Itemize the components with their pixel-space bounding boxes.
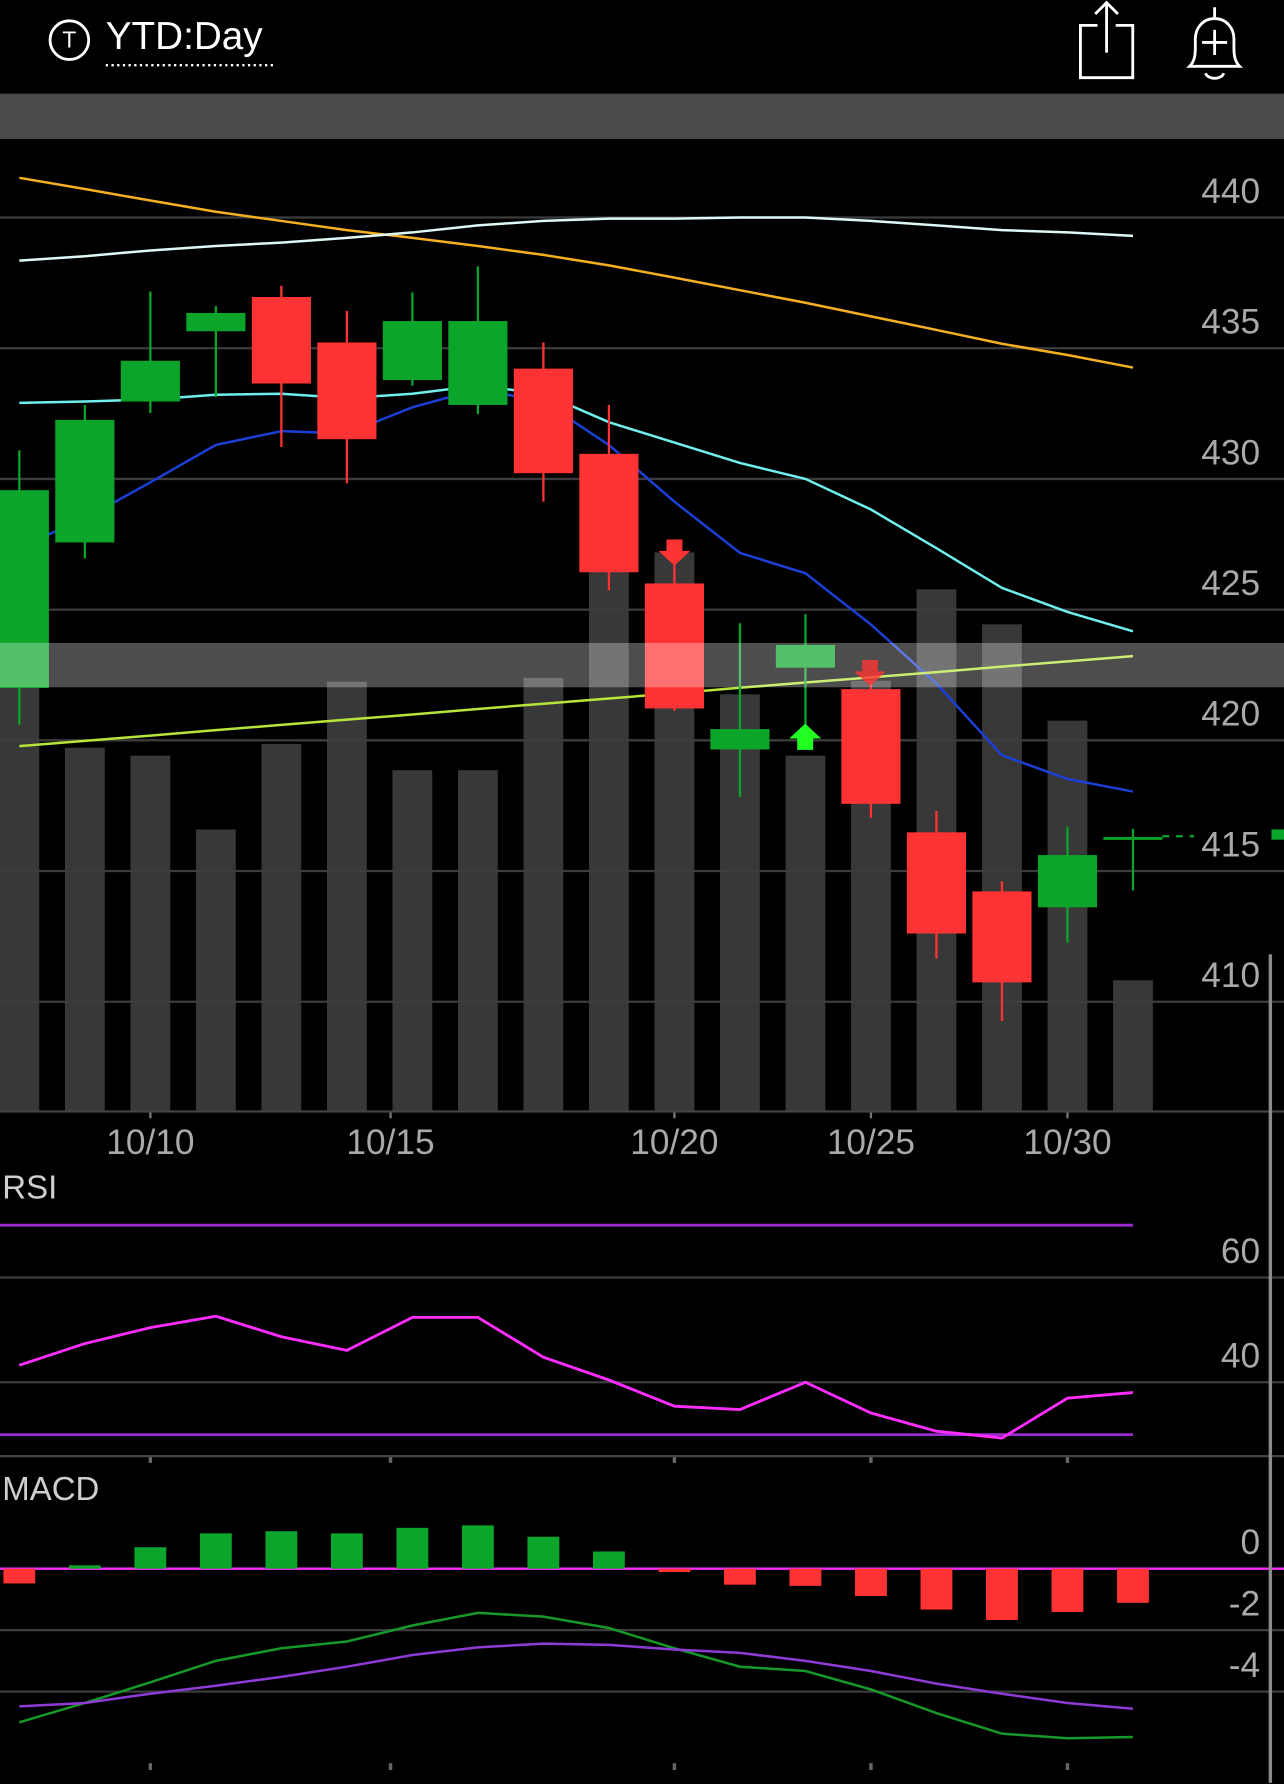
chart-layer: 410 415 420 425 430 435 440 10/10 10/15 10/20 10/2… — [0, 172, 1284, 1770]
indicator-line — [19, 384, 1134, 633]
candle-body — [972, 891, 1032, 983]
indicator-line — [19, 654, 1134, 748]
range-selector[interactable]: YTD:Day — [106, 15, 263, 58]
panel-title: MACD — [2, 1470, 99, 1507]
candle-body — [644, 583, 704, 709]
histogram-bar — [986, 1568, 1018, 1621]
candle-body — [841, 689, 901, 804]
volume-bar — [0, 682, 40, 1112]
indicator-line — [18, 1314, 1134, 1440]
alert-button[interactable] — [1186, 7, 1244, 80]
volume-bar — [785, 755, 826, 1112]
x-tick-label: 10/25 — [827, 1123, 915, 1162]
volume-bar — [195, 829, 236, 1112]
histogram-bar — [134, 1547, 167, 1569]
histogram-bar — [330, 1533, 363, 1569]
highlight-band — [0, 642, 1284, 688]
y-tick-label: -4 — [1229, 1646, 1260, 1685]
candle-body — [448, 321, 508, 405]
candle-body — [906, 832, 967, 934]
y-tick-label: 440 — [1201, 172, 1260, 211]
histogram-bar — [855, 1568, 887, 1597]
volume-bar — [589, 568, 629, 1112]
volume-bar — [261, 743, 302, 1112]
x-tick-label: 10/10 — [106, 1123, 194, 1162]
y-tick-label: 0 — [1241, 1523, 1261, 1562]
volume-bar — [130, 755, 171, 1112]
ticker-icon-label: T — [62, 26, 76, 52]
histogram-bar — [1051, 1568, 1084, 1613]
indicator-line — [19, 1642, 1134, 1711]
background-layer — [0, 93, 1284, 140]
candle-body — [120, 360, 180, 402]
candle-body — [710, 729, 770, 750]
sell-arrow — [854, 659, 886, 687]
histogram-bar — [199, 1533, 232, 1569]
indicator-line — [18, 387, 1134, 793]
candle-body — [0, 490, 49, 689]
histogram-bar — [789, 1568, 822, 1586]
candle-body — [513, 368, 573, 474]
y-tick-label: 425 — [1201, 564, 1260, 603]
y-tick-label: 40 — [1221, 1337, 1260, 1376]
volume-bar — [1113, 980, 1153, 1112]
y-tick-label: 415 — [1201, 825, 1260, 864]
y-tick-label: 430 — [1201, 433, 1260, 472]
candle-body — [251, 296, 311, 384]
histogram-bar — [658, 1568, 691, 1573]
candle-body — [317, 342, 377, 440]
volume-bar — [982, 624, 1022, 1112]
x-tick-label: 10/20 — [630, 1123, 718, 1162]
histogram-bar — [3, 1568, 36, 1584]
ticker-icon[interactable] — [48, 19, 91, 61]
indicator-line — [18, 1611, 1133, 1740]
candle-body — [1103, 837, 1163, 840]
candle-body — [1037, 855, 1098, 908]
buy-arrow — [789, 723, 822, 750]
x-tick-label: 10/15 — [346, 1123, 434, 1162]
top-bar — [0, 93, 1284, 140]
histogram-bar — [461, 1525, 494, 1569]
histogram-bar — [1117, 1568, 1149, 1603]
volume-bar — [392, 770, 433, 1112]
price-marker — [1271, 829, 1284, 840]
y-tick-label: 420 — [1201, 695, 1260, 734]
histogram-bar — [723, 1568, 756, 1585]
share-button[interactable] — [1079, 0, 1135, 80]
candle-body — [186, 312, 246, 332]
candle-body — [55, 419, 115, 543]
volume-bar — [326, 681, 367, 1112]
candle-body — [775, 644, 835, 668]
volume-bar — [523, 677, 564, 1112]
volume-bar — [457, 770, 498, 1112]
y-tick-label: 60 — [1221, 1232, 1260, 1271]
histogram-bar — [592, 1551, 625, 1569]
candle-body — [382, 321, 442, 381]
histogram-bar — [527, 1536, 560, 1569]
histogram-bar — [265, 1531, 298, 1569]
candle-body — [579, 453, 639, 573]
sell-arrow — [658, 539, 691, 566]
x-tick-label: 10/30 — [1023, 1123, 1111, 1162]
histogram-bar — [396, 1527, 429, 1569]
y-tick-label: 435 — [1201, 303, 1260, 342]
indicator-line — [19, 176, 1134, 369]
y-tick-label: -2 — [1229, 1585, 1260, 1624]
volume-bar — [64, 747, 105, 1112]
y-tick-label: 410 — [1201, 956, 1260, 995]
histogram-bar — [68, 1565, 101, 1569]
indicator-line — [19, 216, 1134, 262]
histogram-bar — [920, 1568, 953, 1610]
panel-title: RSI — [2, 1169, 57, 1206]
